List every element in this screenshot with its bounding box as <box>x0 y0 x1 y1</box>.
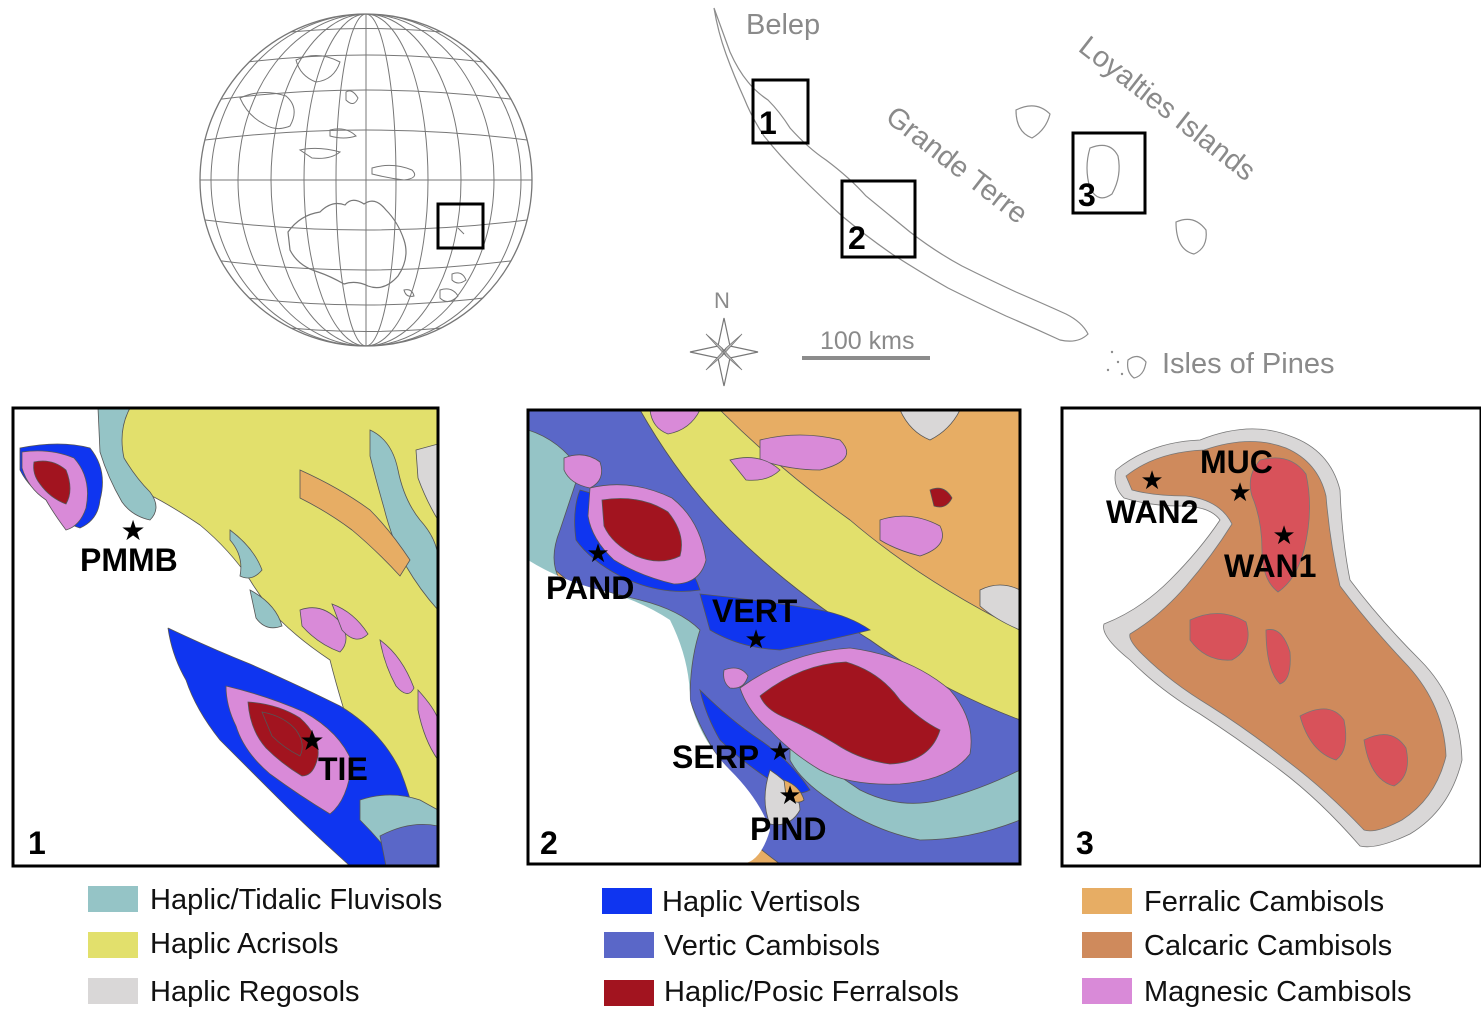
legend: Haplic/Tidalic Fluvisols Haplic Acrisols… <box>88 884 1412 1008</box>
legend-swatch <box>88 932 138 958</box>
legend-item-calcaric-cambisols: Calcaric Cambisols <box>1082 930 1392 962</box>
legend-item-vertisols: Haplic Vertisols <box>602 886 860 918</box>
star-icon: ★ <box>1228 477 1251 507</box>
star-icon: ★ <box>586 538 609 568</box>
legend-swatch <box>602 888 652 914</box>
isle-of-pines-outline <box>1127 355 1147 379</box>
site-label-serp: SERP <box>672 739 759 775</box>
grande-terre-coastline <box>713 7 1089 342</box>
lifou-island <box>1015 105 1051 139</box>
panel-2-number: 2 <box>540 825 558 861</box>
star-icon: ★ <box>768 736 791 766</box>
map-panel-1: ★ PMMB ★ TIE 1 <box>11 406 440 868</box>
globe-locator-box <box>436 202 485 250</box>
locator-box-2-label: 2 <box>848 220 866 256</box>
site-marker-wan1: ★ WAN1 <box>1224 520 1316 584</box>
legend-item-magnesic-cambisols: Magnesic Cambisols <box>1082 976 1412 1008</box>
site-label-wan2: WAN2 <box>1106 494 1198 530</box>
label-belep: Belep <box>746 9 820 41</box>
loyalty-island-south <box>1175 218 1207 255</box>
legend-label: Calcaric Cambisols <box>1144 930 1392 962</box>
site-label-muc: MUC <box>1200 444 1273 480</box>
legend-label: Haplic Vertisols <box>662 886 860 918</box>
locator-box-1-label: 1 <box>759 105 777 141</box>
star-icon: ★ <box>778 780 801 810</box>
panel-3-number: 3 <box>1076 825 1094 861</box>
site-label-pind: PIND <box>750 811 826 847</box>
label-loyalties-islands: Loyalties Islands <box>1073 30 1262 187</box>
site-marker-vert: VERT ★ <box>712 593 798 654</box>
map-panel-3: MUC ★ ★ WAN2 ★ WAN1 3 <box>1060 406 1481 868</box>
site-label-vert: VERT <box>712 593 798 629</box>
legend-swatch <box>1082 978 1132 1004</box>
legend-item-ferralic-cambisols: Ferralic Cambisols <box>1082 886 1384 918</box>
star-icon: ★ <box>1272 520 1295 550</box>
legend-label: Magnesic Cambisols <box>1144 976 1412 1008</box>
scale-bar: 100 kms <box>802 327 930 360</box>
legend-swatch <box>1082 932 1132 958</box>
star-icon: ★ <box>744 624 767 654</box>
mare-island-outline <box>1086 144 1120 199</box>
site-marker-pmmb: ★ PMMB <box>80 515 178 578</box>
compass-rose-icon: N <box>689 288 759 387</box>
graticule <box>200 14 532 346</box>
site-label-wan1: WAN1 <box>1224 548 1316 584</box>
panel-1-number: 1 <box>28 825 46 861</box>
legend-swatch <box>1082 888 1132 914</box>
site-marker-pind: ★ PIND <box>750 780 826 847</box>
legend-label: Haplic Acrisols <box>150 928 339 960</box>
locator-box-3: 3 <box>1071 131 1147 215</box>
legend-item-vertic-cambisols: Vertic Cambisols <box>604 930 880 962</box>
globe-inset <box>199 13 533 347</box>
legend-swatch <box>88 886 138 912</box>
star-icon: ★ <box>299 725 324 756</box>
legend-swatch <box>88 978 138 1004</box>
legend-label: Haplic/Tidalic Fluvisols <box>150 884 442 916</box>
site-marker-tie: ★ TIE <box>299 725 367 787</box>
locator-box-1: 1 <box>751 78 810 145</box>
site-marker-pand: ★ PAND <box>546 538 634 606</box>
site-label-tie: TIE <box>318 751 368 787</box>
scale-bar-label: 100 kms <box>820 327 914 355</box>
legend-swatch <box>604 932 654 958</box>
legend-label: Haplic Regosols <box>150 976 360 1008</box>
star-icon: ★ <box>1140 465 1163 495</box>
new-caledonia-overview: Belep Loyalties Islands Grande Terre Isl… <box>689 7 1334 387</box>
legend-label: Haplic/Posic Ferralsols <box>664 976 959 1008</box>
label-grande-terre: Grande Terre <box>880 100 1034 230</box>
compass-north-label: N <box>714 288 730 313</box>
site-marker-muc: MUC ★ <box>1200 444 1273 507</box>
legend-item-acrisols: Haplic Acrisols <box>88 928 339 960</box>
site-label-pand: PAND <box>546 570 634 606</box>
site-label-pmmb: PMMB <box>80 542 178 578</box>
legend-item-ferralsols: Haplic/Posic Ferralsols <box>604 976 959 1008</box>
legend-item-fluvisols: Haplic/Tidalic Fluvisols <box>88 884 442 916</box>
legend-label: Vertic Cambisols <box>664 930 880 962</box>
site-marker-serp: SERP ★ <box>672 736 792 775</box>
legend-label: Ferralic Cambisols <box>1144 886 1384 918</box>
map-panel-2: ★ PAND VERT ★ SERP ★ ★ PIND 2 <box>526 408 1022 866</box>
locator-box-3-label: 3 <box>1078 177 1096 213</box>
label-isles-of-pines: Isles of Pines <box>1162 348 1334 380</box>
site-marker-wan2: ★ WAN2 <box>1106 465 1198 530</box>
legend-item-regosols: Haplic Regosols <box>88 976 360 1008</box>
locator-box-2: 2 <box>840 179 917 259</box>
star-icon: ★ <box>120 515 145 546</box>
legend-swatch <box>604 980 654 1006</box>
